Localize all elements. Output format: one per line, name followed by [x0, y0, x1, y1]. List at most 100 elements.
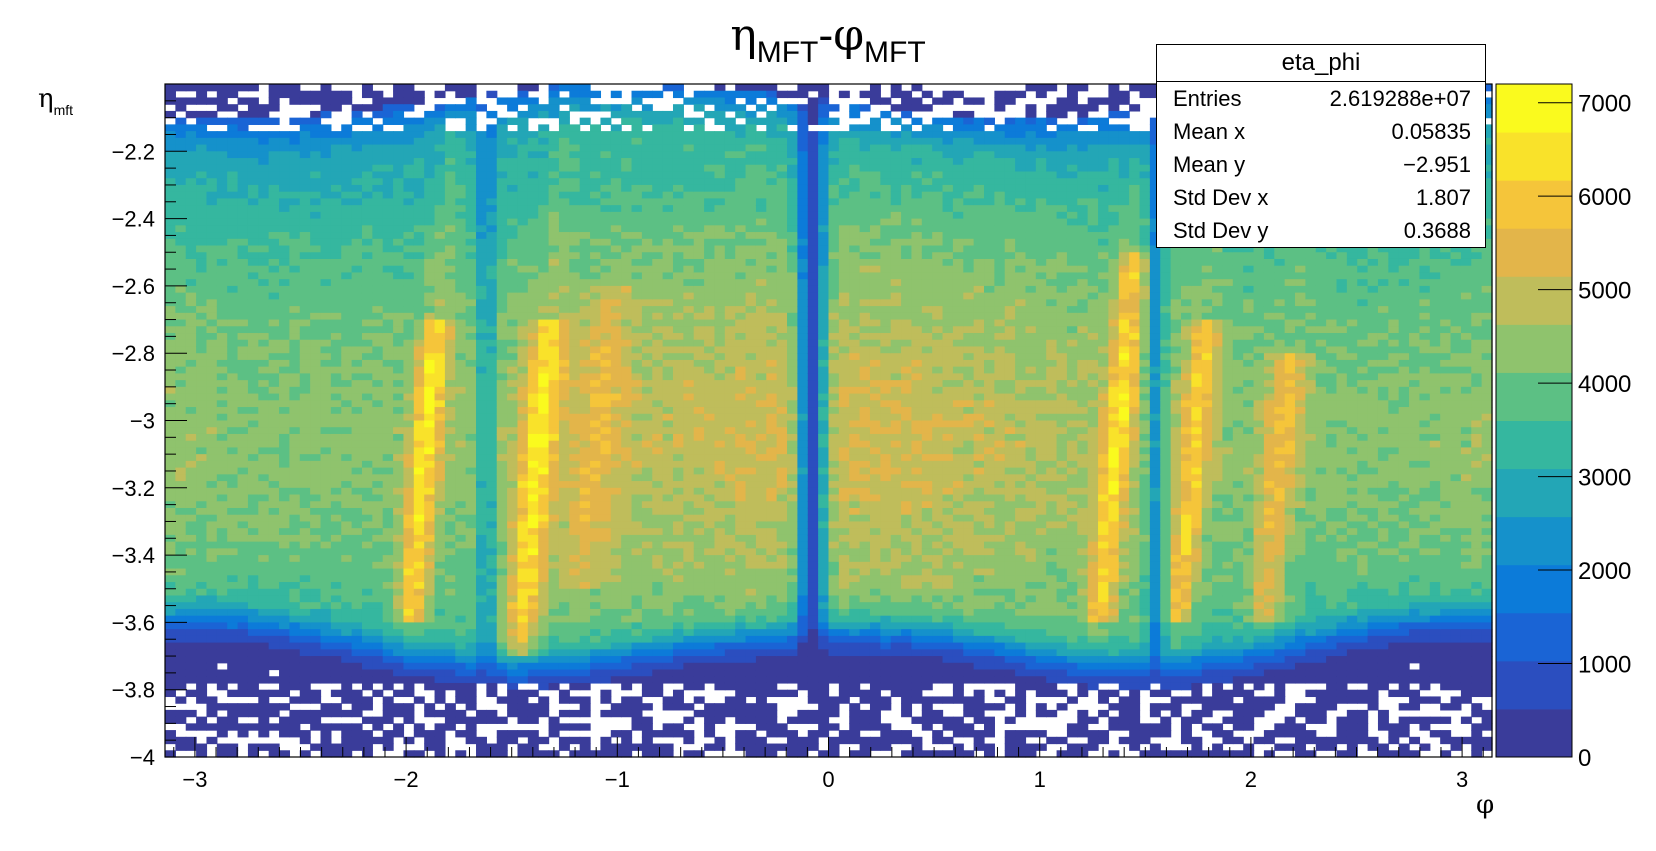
- heatmap-cell: [496, 184, 508, 193]
- heatmap-cell: [206, 144, 218, 152]
- heatmap-cell: [465, 218, 477, 226]
- heatmap-cell: [247, 467, 259, 475]
- heatmap-cell: [227, 366, 239, 374]
- heatmap-cell: [558, 447, 570, 455]
- heatmap-cell: [268, 467, 280, 475]
- heatmap-cell: [631, 460, 643, 469]
- heatmap-cell: [486, 588, 498, 597]
- heatmap-cell: [496, 460, 508, 469]
- heatmap-cell: [455, 319, 467, 327]
- heatmap-cell: [393, 433, 405, 442]
- heatmap-cell: [330, 427, 342, 435]
- heatmap-cell: [600, 507, 612, 516]
- heatmap-cell: [517, 359, 529, 368]
- heatmap-cell: [641, 541, 653, 549]
- heatmap-cell: [320, 272, 332, 280]
- heatmap-cell: [403, 467, 415, 475]
- heatmap-cell: [558, 339, 570, 348]
- heatmap-cell: [538, 110, 550, 119]
- heatmap-cell: [393, 373, 405, 381]
- heatmap-cell: [185, 433, 197, 442]
- heatmap-cell: [372, 467, 384, 475]
- heatmap-cell: [279, 507, 291, 516]
- heatmap-cell: [621, 252, 633, 260]
- heatmap-cell: [351, 319, 363, 327]
- heatmap-cell: [465, 191, 477, 200]
- heatmap-cell: [517, 528, 529, 536]
- heatmap-cell: [590, 205, 602, 213]
- heatmap-cell: [672, 292, 684, 300]
- heatmap-cell: [455, 494, 467, 502]
- heatmap-cell: [455, 420, 467, 428]
- heatmap-cell: [424, 494, 436, 502]
- heatmap-cell: [185, 245, 197, 253]
- heatmap-cell: [393, 602, 405, 610]
- heatmap-cell: [206, 346, 218, 354]
- heatmap-cell: [517, 649, 529, 657]
- heatmap-cell: [185, 615, 197, 623]
- heatmap-cell: [590, 662, 602, 671]
- heatmap-cell: [444, 460, 456, 469]
- heatmap-cell: [558, 642, 570, 650]
- heatmap-cell: [693, 144, 705, 152]
- heatmap-cell: [517, 447, 529, 455]
- heatmap-cell: [237, 124, 249, 132]
- heatmap-cell: [206, 292, 218, 300]
- heatmap-cell: [341, 467, 353, 475]
- heatmap-cell: [247, 346, 259, 354]
- heatmap-cell: [372, 689, 384, 698]
- heatmap-cell: [258, 501, 270, 509]
- heatmap-cell: [476, 380, 487, 388]
- heatmap-cell: [258, 642, 270, 650]
- heatmap-cell: [175, 635, 187, 644]
- heatmap-cell: [496, 252, 508, 260]
- heatmap-cell: [527, 84, 539, 92]
- heatmap-cell: [610, 211, 622, 220]
- heatmap-cell: [393, 656, 405, 664]
- heatmap-cell: [165, 191, 176, 200]
- heatmap-cell: [558, 359, 570, 368]
- heatmap-cell: [600, 380, 612, 388]
- heatmap-cell: [610, 703, 622, 711]
- heatmap-cell: [289, 474, 301, 482]
- heatmap-cell: [714, 602, 726, 610]
- heatmap-cell: [672, 615, 684, 623]
- heatmap-cell: [714, 97, 726, 105]
- heatmap-cell: [258, 440, 270, 449]
- heatmap-cell: [621, 548, 633, 556]
- heatmap-cell: [672, 299, 684, 307]
- heatmap-cell: [714, 252, 726, 260]
- heatmap-cell: [361, 232, 373, 240]
- heatmap-cell: [330, 420, 342, 428]
- heatmap-cell: [165, 507, 176, 516]
- heatmap-cell: [196, 669, 208, 677]
- heatmap-cell: [372, 333, 384, 341]
- heatmap-cell: [393, 117, 405, 125]
- heatmap-cell: [631, 440, 643, 449]
- heatmap-cell: [662, 447, 674, 455]
- heatmap-cell: [413, 474, 425, 482]
- heatmap-cell: [455, 225, 467, 233]
- heatmap-cell: [693, 568, 705, 576]
- heatmap-cell: [299, 730, 311, 738]
- heatmap-cell: [289, 299, 301, 307]
- heatmap-cell: [610, 656, 622, 664]
- heatmap-cell: [185, 481, 197, 489]
- heatmap-cell: [683, 561, 695, 570]
- heatmap-cell: [320, 541, 332, 549]
- heatmap-cell: [330, 265, 342, 274]
- heatmap-cell: [372, 407, 384, 415]
- heatmap-cell: [672, 124, 684, 132]
- heatmap-cell: [361, 736, 373, 745]
- heatmap-cell: [268, 622, 280, 630]
- heatmap-cell: [341, 124, 353, 132]
- heatmap-cell: [444, 528, 456, 536]
- heatmap-cell: [600, 232, 612, 240]
- heatmap-cell: [558, 333, 570, 341]
- heatmap-cell: [216, 326, 228, 334]
- heatmap-cell: [455, 474, 467, 482]
- heatmap-cell: [455, 568, 467, 576]
- heatmap-cell: [527, 333, 539, 341]
- heatmap-cell: [424, 279, 436, 287]
- heatmap-cell: [320, 339, 332, 348]
